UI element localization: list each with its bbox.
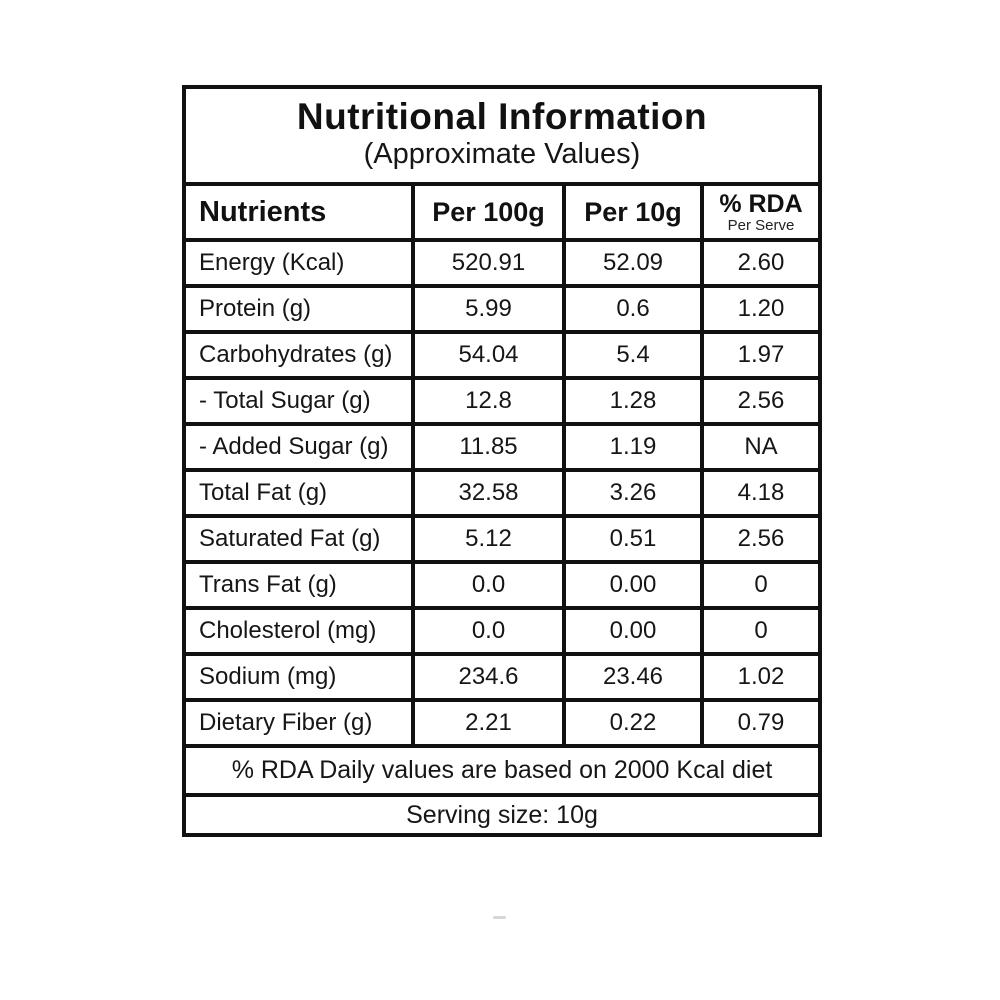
nutrient-name-cell: Carbohydrates (g) [184, 332, 413, 378]
serving-size-note: Serving size: 10g [184, 795, 820, 835]
rda-value-cell: 2.56 [702, 516, 820, 562]
nutrient-name-cell: Sodium (mg) [184, 654, 413, 700]
table-row: Cholesterol (mg) 0.0 0.00 0 [184, 608, 820, 654]
table-row: Saturated Fat (g) 5.12 0.51 2.56 [184, 516, 820, 562]
per-100g-value-cell: 11.85 [413, 424, 564, 470]
per-100g-value-cell: 5.99 [413, 286, 564, 332]
rda-value-cell: 2.56 [702, 378, 820, 424]
table-row: Sodium (mg) 234.6 23.46 1.02 [184, 654, 820, 700]
nutrient-name-cell: Total Fat (g) [184, 470, 413, 516]
table-row: Total Fat (g) 32.58 3.26 4.18 [184, 470, 820, 516]
column-header-row: Nutrients Per 100g Per 10g % RDA Per Ser… [184, 184, 820, 240]
rda-value-cell: NA [702, 424, 820, 470]
per-10g-value-cell: 0.00 [564, 608, 702, 654]
column-header-per-10g: Per 10g [564, 184, 702, 240]
nutrient-name-cell: - Added Sugar (g) [184, 424, 413, 470]
rda-value-cell: 0 [702, 608, 820, 654]
per-10g-value-cell: 0.6 [564, 286, 702, 332]
nutrient-name-cell: Saturated Fat (g) [184, 516, 413, 562]
per-10g-value-cell: 0.51 [564, 516, 702, 562]
table-title: Nutritional Information [296, 96, 708, 138]
rda-header-label: % RDA [719, 189, 803, 218]
table-subtitle: (Approximate Values) [363, 137, 641, 170]
nutrient-name-cell: Cholesterol (mg) [184, 608, 413, 654]
rda-footnote-row: % RDA Daily values are based on 2000 Kca… [184, 746, 820, 795]
per-10g-value-cell: 0.00 [564, 562, 702, 608]
per-10g-value-cell: 1.19 [564, 424, 702, 470]
table-row: Carbohydrates (g) 54.04 5.4 1.97 [184, 332, 820, 378]
per-10g-value-cell: 52.09 [564, 240, 702, 286]
per-100g-value-cell: 520.91 [413, 240, 564, 286]
table-row: Protein (g) 5.99 0.6 1.20 [184, 286, 820, 332]
per-100g-value-cell: 0.0 [413, 608, 564, 654]
rda-value-cell: 1.02 [702, 654, 820, 700]
per-10g-value-cell: 23.46 [564, 654, 702, 700]
nutrient-name-cell: Protein (g) [184, 286, 413, 332]
nutrient-name-cell: - Total Sugar (g) [184, 378, 413, 424]
serving-size-row: Serving size: 10g [184, 795, 820, 835]
table-row: Trans Fat (g) 0.0 0.00 0 [184, 562, 820, 608]
rda-value-cell: 0.79 [702, 700, 820, 746]
per-10g-value-cell: 0.22 [564, 700, 702, 746]
per-100g-value-cell: 12.8 [413, 378, 564, 424]
rda-value-cell: 2.60 [702, 240, 820, 286]
rda-value-cell: 4.18 [702, 470, 820, 516]
table-row: Dietary Fiber (g) 2.21 0.22 0.79 [184, 700, 820, 746]
column-header-per-100g: Per 100g [413, 184, 564, 240]
per-10g-value-cell: 3.26 [564, 470, 702, 516]
rda-subnote: Per Serve [727, 216, 795, 234]
per-100g-value-cell: 5.12 [413, 516, 564, 562]
title-row: Nutritional Information (Approximate Val… [184, 87, 820, 184]
per-10g-value-cell: 5.4 [564, 332, 702, 378]
rda-value-cell: 1.97 [702, 332, 820, 378]
table-row: - Total Sugar (g) 12.8 1.28 2.56 [184, 378, 820, 424]
nutrient-name-cell: Dietary Fiber (g) [184, 700, 413, 746]
column-header-rda: % RDA Per Serve [702, 184, 820, 240]
nutrition-table: Nutritional Information (Approximate Val… [182, 85, 822, 837]
title-cell: Nutritional Information (Approximate Val… [184, 87, 820, 184]
rda-value-cell: 1.20 [702, 286, 820, 332]
per-100g-value-cell: 32.58 [413, 470, 564, 516]
rda-value-cell: 0 [702, 562, 820, 608]
per-10g-value-cell: 1.28 [564, 378, 702, 424]
stray-mark [493, 916, 506, 919]
table-row: Energy (Kcal) 520.91 52.09 2.60 [184, 240, 820, 286]
per-100g-value-cell: 234.6 [413, 654, 564, 700]
per-100g-value-cell: 0.0 [413, 562, 564, 608]
column-header-nutrients: Nutrients [184, 184, 413, 240]
per-100g-value-cell: 54.04 [413, 332, 564, 378]
nutrient-name-cell: Trans Fat (g) [184, 562, 413, 608]
nutrient-name-cell: Energy (Kcal) [184, 240, 413, 286]
per-100g-value-cell: 2.21 [413, 700, 564, 746]
rda-footnote: % RDA Daily values are based on 2000 Kca… [184, 746, 820, 795]
table-row: - Added Sugar (g) 11.85 1.19 NA [184, 424, 820, 470]
